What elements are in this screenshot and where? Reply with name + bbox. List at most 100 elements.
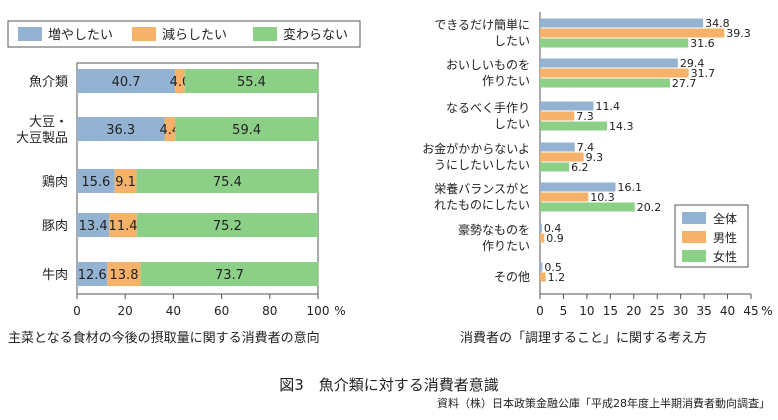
x-tick-label-5: 100 [307, 304, 330, 318]
bar-3-1 [540, 152, 584, 162]
x-tick-label-0: 0 [536, 304, 544, 318]
bar-5-0 [540, 223, 542, 233]
value-label-5-1: 0.9 [546, 232, 564, 245]
bar-0-0 [540, 18, 704, 28]
bar-0-1 [540, 28, 725, 38]
category-label-2-1: したい [494, 117, 530, 131]
value-label-4-0: 12.6 [78, 268, 107, 283]
bar-2-1 [540, 111, 575, 121]
value-label-3-1: 11.4 [109, 219, 138, 234]
value-label-0-0: 34.8 [705, 17, 730, 30]
value-label-4-1: 10.3 [590, 191, 615, 204]
bar-5-1 [540, 233, 545, 243]
legend-swatch-1 [682, 231, 706, 243]
legend-label-2: 女性 [713, 249, 737, 264]
value-label-4-2: 73.7 [215, 268, 244, 283]
bar-segment-2-0 [77, 169, 115, 193]
category-label-1-1: 大豆製品 [16, 131, 68, 146]
value-label-4-0: 16.1 [617, 181, 642, 194]
category-label-5-0: 豪勢なものを [458, 222, 530, 237]
x-tick-label-4: 20 [626, 304, 641, 318]
value-label-3-0: 13.4 [79, 219, 108, 234]
value-label-3-0: 7.4 [577, 141, 595, 154]
bar-2-2 [540, 121, 608, 131]
category-label-4-0: 栄養バランスがと [434, 181, 530, 196]
value-label-2-2: 14.3 [609, 120, 634, 133]
value-label-5-0: 0.4 [544, 222, 562, 235]
value-label-0-2: 55.4 [237, 75, 266, 90]
bar-segment-1-2 [175, 117, 319, 141]
category-label-0-1: したい [494, 34, 530, 48]
x-tick-label-1: 5 [560, 304, 568, 318]
value-label-3-2: 75.2 [213, 219, 242, 234]
category-label-1-1: 作りたい [482, 74, 530, 88]
value-label-0-1: 39.3 [726, 27, 751, 40]
category-label-0-0: できるだけ簡単に [434, 17, 530, 32]
bar-segment-3-1 [109, 213, 137, 237]
bar-4-2 [540, 202, 635, 212]
x-tick-label-0: 0 [73, 304, 81, 318]
x-tick-label-5: 25 [650, 304, 665, 318]
category-label-4: 牛肉 [42, 268, 68, 283]
legend-swatch-2 [682, 250, 706, 262]
value-label-3-2: 6.2 [571, 161, 589, 174]
value-label-1-1: 31.7 [691, 67, 716, 80]
x-tick-label-2: 10 [579, 304, 594, 318]
value-label-4-2: 20.2 [637, 201, 662, 214]
bar-segment-2-2 [136, 169, 319, 193]
legend-label-0: 全体 [713, 211, 737, 226]
category-label-2-0: なるべく手作り [446, 101, 530, 115]
bar-1-0 [540, 58, 678, 68]
value-label-0-0: 40.7 [112, 75, 141, 90]
bar-segment-0-1 [175, 69, 185, 93]
value-label-0-2: 31.6 [690, 37, 715, 50]
legend-swatch-0 [682, 212, 706, 224]
bar-0-2 [540, 38, 689, 48]
bar-segment-3-2 [136, 213, 318, 237]
left-chart-caption: 主菜となる食材の今後の摂取量に関する消費者の意向 [8, 331, 320, 346]
legend-box [7, 20, 361, 48]
value-label-1-2: 27.7 [672, 77, 697, 90]
value-label-6-1: 1.2 [548, 271, 566, 284]
bar-segment-4-0 [77, 262, 108, 286]
legend-swatch-0 [18, 27, 42, 41]
legend-label-1: 男性 [713, 231, 737, 245]
bar-3-2 [540, 162, 570, 172]
source-note: 資料（株）日本政策金融公庫「平成28年度上半期消費者動向調査」 [437, 397, 770, 410]
legend-swatch-2 [253, 27, 277, 41]
category-label-3-1: うにしたいしたい [434, 158, 530, 172]
category-label-3: 豚肉 [42, 219, 68, 234]
legend-label-1: 減らしたい [162, 27, 227, 43]
value-label-1-2: 59.4 [232, 123, 261, 138]
bar-1-1 [540, 68, 689, 78]
bar-2-0 [540, 101, 594, 111]
x-tick-label-3: 60 [214, 304, 229, 318]
bar-6-0 [540, 262, 543, 272]
bar-segment-1-1 [164, 117, 176, 141]
bar-3-0 [540, 142, 575, 152]
x-tick-label-1: 20 [118, 304, 133, 318]
bar-segment-0-0 [77, 69, 176, 93]
x-unit-label: % [761, 304, 772, 318]
x-tick-label-8: 40 [720, 304, 735, 318]
value-label-2-1: 9.1 [115, 175, 136, 190]
figure-title: 図3 魚介類に対する消費者意識 [279, 376, 499, 394]
x-tick-label-2: 40 [166, 304, 181, 318]
value-label-4-1: 13.8 [110, 268, 139, 283]
bar-segment-4-1 [107, 262, 141, 286]
value-label-1-0: 29.4 [680, 57, 705, 70]
value-label-1-0: 36.3 [106, 123, 135, 138]
bar-segment-4-2 [140, 262, 319, 286]
legend-label-2: 変わらない [283, 27, 348, 43]
x-tick-label-3: 15 [603, 304, 618, 318]
value-label-1-1: 4.4 [159, 123, 180, 138]
bar-segment-2-1 [114, 169, 137, 193]
category-label-2: 鶏肉 [42, 175, 68, 190]
bar-segment-1-0 [77, 117, 165, 141]
bar-4-1 [540, 192, 589, 202]
bar-segment-0-2 [184, 69, 319, 93]
value-label-2-0: 15.6 [81, 175, 110, 190]
category-label-4-1: れたものにしたい [434, 198, 530, 212]
